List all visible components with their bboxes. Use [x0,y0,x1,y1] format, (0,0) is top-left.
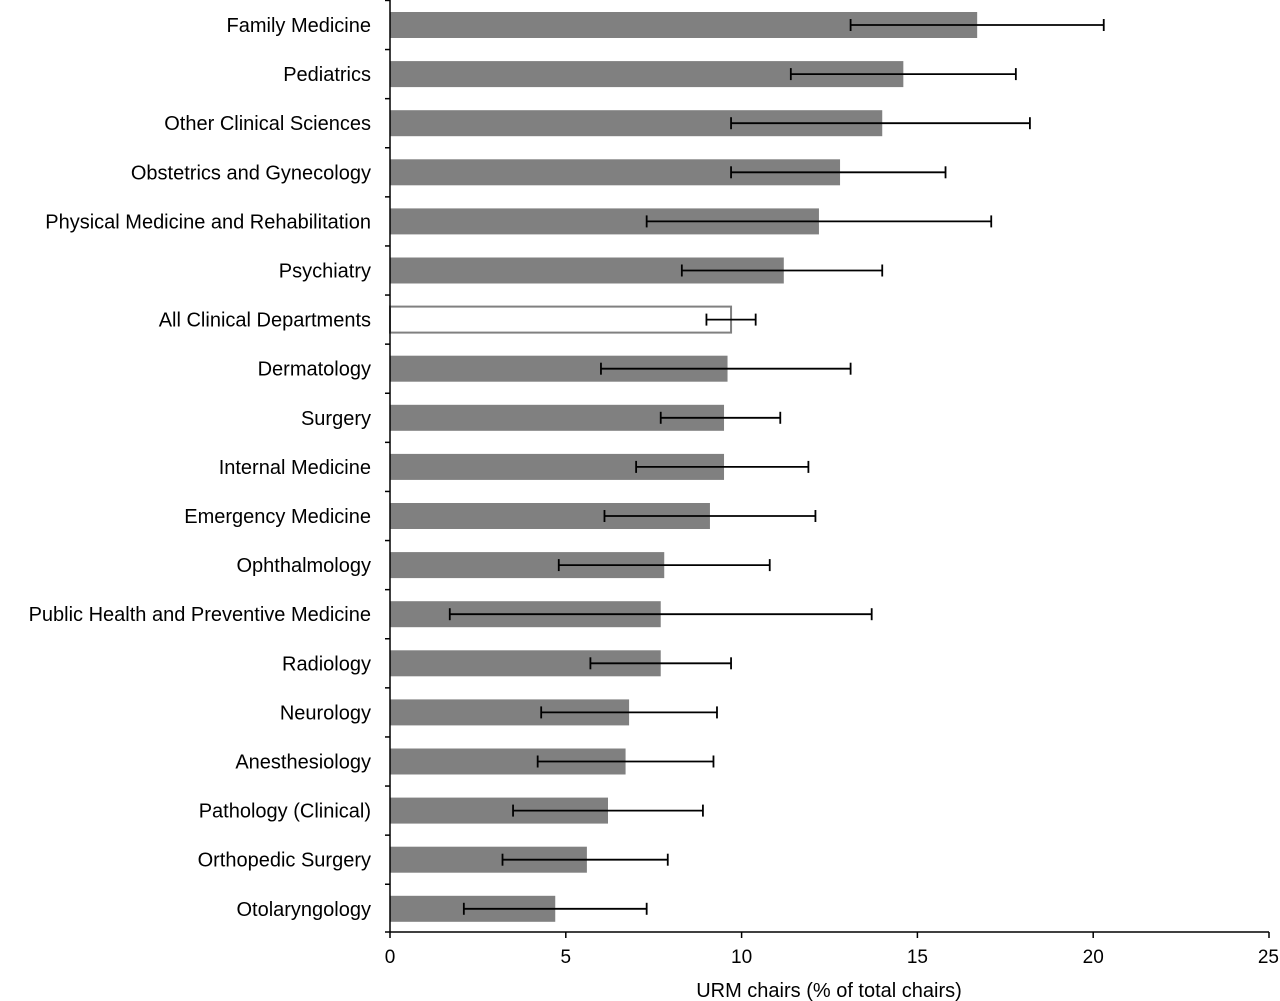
error-bar-public-health-and-preventive-medicine [448,608,873,621]
x-tick-label: 5 [561,947,572,968]
x-tick-label: 25 [1258,947,1279,968]
category-label-anesthesiology: Anesthesiology [235,752,371,774]
category-label-family-medicine: Family Medicine [227,15,371,37]
error-bar-emergency-medicine [603,510,817,522]
x-tick-label: 20 [1083,947,1104,968]
bar-all-clinical-departments [389,305,733,334]
error-bar-pediatrics [789,68,1017,81]
category-label-psychiatry: Psychiatry [279,261,371,283]
tick-labels-layer: 0 5 10 15 20 25 [385,947,1279,968]
category-label-pediatrics: Pediatrics [283,64,371,86]
error-bar-neurology [540,706,718,719]
error-bar-obstetrics-and-gynecology [730,166,947,179]
error-bars-layer [448,19,1105,915]
category-label-radiology: Radiology [282,653,371,675]
category-label-pathology-clinical: Pathology (Clinical) [199,801,371,823]
category-label-otolaryngology: Otolaryngology [236,899,371,921]
category-label-internal-medicine: Internal Medicine [219,457,371,479]
x-tick-label: 10 [731,947,752,968]
category-label-other-clinical-sciences: Other Clinical Sciences [164,113,371,135]
x-tick-label: 15 [907,947,928,968]
error-bar-pathology-clinical [512,804,704,817]
category-label-ophthalmology: Ophthalmology [236,555,371,577]
error-bar-ophthalmology [557,559,771,572]
error-bar-psychiatry [680,264,884,277]
x-tick-label: 0 [385,947,396,968]
error-bar-physical-medicine-and-rehabilitation [645,215,993,228]
category-label-physical-medicine-and-rehabilitation: Physical Medicine and Rehabilitation [45,211,371,233]
category-label-dermatology: Dermatology [258,359,371,381]
error-bar-radiology [589,657,732,670]
category-label-public-health-and-preventive-medicine: Public Health and Preventive Medicine [29,604,371,626]
category-label-obstetrics-and-gynecology: Obstetrics and Gynecology [131,162,371,184]
error-bar-internal-medicine [635,460,810,473]
error-bar-otolaryngology [462,902,648,915]
category-label-all-clinical-departments: All Clinical Departments [159,310,371,332]
error-bar-anesthesiology [536,755,715,768]
error-bar-family-medicine [849,19,1105,31]
error-bar-dermatology [600,362,852,375]
category-label-neurology: Neurology [280,702,371,724]
error-bar-orthopedic-surgery [501,853,669,866]
error-bar-all-clinical-departments [705,313,757,326]
category-label-emergency-medicine: Emergency Medicine [184,506,371,528]
error-bar-other-clinical-sciences [730,117,1031,130]
axes-layer [385,0,1270,938]
category-label-surgery: Surgery [301,408,371,430]
category-labels-layer: Family Medicine Pediatrics Other Clinical … [29,15,371,921]
x-axis-title: URM chairs (% of total chairs) [696,980,962,1001]
category-label-orthopedic-surgery: Orthopedic Surgery [198,850,371,872]
error-bar-surgery [659,411,782,424]
